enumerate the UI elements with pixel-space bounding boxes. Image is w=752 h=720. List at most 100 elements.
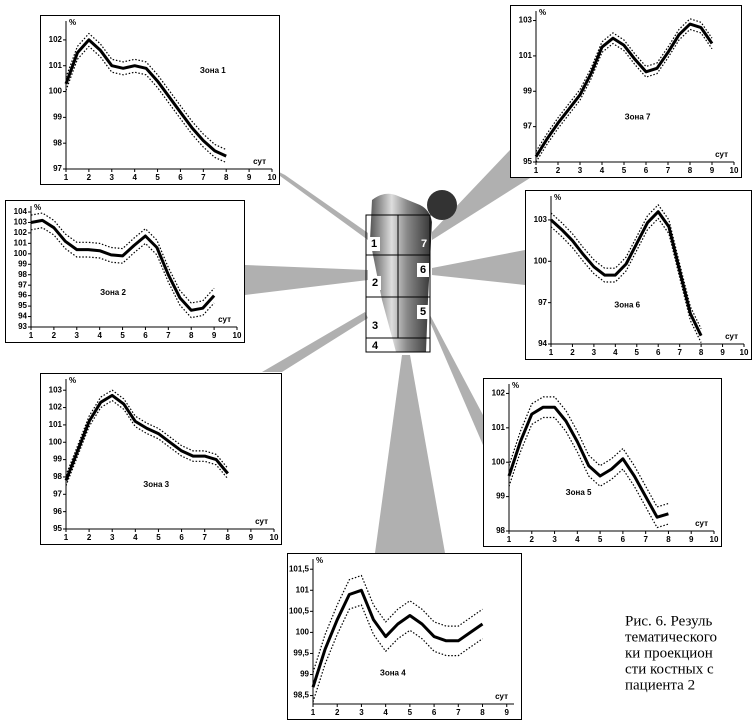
x-tick-label: 7: [202, 533, 207, 542]
x-tick-label: 10: [233, 331, 242, 340]
y-axis-label: %: [554, 193, 561, 202]
y-tick-label: 98: [496, 526, 505, 535]
x-tick-label: 5: [598, 535, 603, 544]
y-tick-label: 94: [538, 339, 547, 348]
y-tick-label: 102: [49, 403, 63, 412]
x-axis-label: сут: [725, 332, 738, 341]
chart-title: Зона 2: [100, 288, 126, 297]
x-tick-label: 9: [247, 173, 252, 182]
zone-label: 1: [371, 238, 377, 250]
x-tick-label: 3: [359, 708, 364, 717]
chart-frame: [41, 16, 280, 185]
x-tick-label: 1: [549, 348, 554, 357]
x-tick-label: 7: [201, 173, 206, 182]
caption-line: сти костных с: [625, 661, 714, 677]
x-axis-label: сут: [253, 157, 266, 166]
y-axis-label: %: [316, 556, 323, 565]
x-tick-label: 4: [97, 331, 102, 340]
x-tick-label: 1: [29, 331, 34, 340]
x-tick-label: 6: [179, 533, 184, 542]
y-tick-label: 100: [49, 437, 63, 446]
x-tick-label: 8: [480, 708, 485, 717]
y-tick-label: 96: [53, 507, 62, 516]
x-tick-label: 9: [212, 331, 217, 340]
chart: 959697989910010110210312345678910%сутЗон…: [41, 374, 282, 545]
y-tick-label: 100: [49, 87, 63, 96]
x-tick-label: 1: [311, 708, 316, 717]
y-tick-label: 94: [18, 312, 27, 321]
y-tick-label: 101: [49, 420, 63, 429]
x-tick-label: 8: [224, 173, 229, 182]
x-tick-label: 4: [383, 708, 388, 717]
connector: [430, 315, 483, 445]
x-tick-label: 2: [556, 166, 561, 175]
x-tick-label: 6: [143, 331, 148, 340]
chart: 98,59999,5100100,5101101,5123456789%сутЗ…: [288, 554, 522, 720]
x-tick-label: 10: [740, 348, 749, 357]
chart-frame: [511, 6, 742, 178]
chart-title: Зона 6: [614, 301, 640, 310]
y-tick-label: 95: [18, 301, 27, 310]
y-tick-label: 99,5: [293, 649, 309, 658]
y-tick-label: 95: [523, 157, 532, 166]
y-tick-label: 97: [538, 298, 547, 307]
x-tick-label: 6: [656, 348, 661, 357]
x-tick-label: 6: [432, 708, 437, 717]
y-tick-label: 101: [296, 585, 310, 594]
x-tick-label: 8: [688, 166, 693, 175]
chart-frame: [288, 554, 522, 720]
chart-frame: [41, 374, 282, 545]
x-axis-label: сут: [695, 519, 708, 528]
x-tick-label: 7: [166, 331, 171, 340]
x-tick-label: 10: [710, 535, 719, 544]
connector: [432, 250, 525, 285]
chart-title: Зона 4: [380, 668, 406, 677]
y-tick-label: 100,5: [289, 606, 310, 615]
x-tick-label: 9: [720, 348, 725, 357]
x-tick-label: 1: [64, 173, 69, 182]
x-tick-label: 1: [507, 535, 512, 544]
zone-label: 3: [372, 320, 378, 332]
y-axis-label: %: [512, 381, 519, 390]
chart: 9394959697989910010110210310412345678910…: [6, 201, 245, 343]
x-tick-label: 7: [677, 348, 682, 357]
caption-line: тематического: [625, 629, 717, 645]
zone-label: 6: [420, 264, 426, 276]
x-tick-label: 6: [621, 535, 626, 544]
x-tick-label: 5: [635, 348, 640, 357]
connector: [245, 265, 368, 295]
x-tick-label: 9: [710, 166, 715, 175]
x-tick-label: 4: [575, 535, 580, 544]
chart-title: Зона 1: [200, 66, 226, 75]
y-tick-label: 98,5: [293, 691, 309, 700]
y-tick-label: 99: [300, 670, 309, 679]
y-tick-label: 93: [18, 322, 27, 331]
x-tick-label: 5: [155, 173, 160, 182]
zone-label: 7: [421, 238, 427, 250]
y-axis-label: %: [34, 203, 41, 212]
y-tick-label: 103: [14, 218, 28, 227]
x-tick-label: 6: [178, 173, 183, 182]
x-axis-label: сут: [715, 150, 728, 159]
x-tick-label: 8: [699, 348, 704, 357]
y-axis-label: %: [539, 8, 546, 17]
x-tick-label: 3: [75, 331, 80, 340]
x-tick-label: 7: [643, 535, 648, 544]
y-tick-label: 97: [523, 122, 532, 131]
femur-head: [427, 190, 457, 220]
caption-line: пациента 2: [625, 677, 695, 693]
x-tick-label: 2: [87, 173, 92, 182]
y-tick-label: 102: [14, 228, 28, 237]
chart-title: Зона 5: [566, 488, 592, 497]
x-tick-label: 5: [156, 533, 161, 542]
y-tick-label: 100: [492, 457, 506, 466]
x-tick-label: 3: [592, 348, 597, 357]
x-tick-label: 5: [622, 166, 627, 175]
y-axis-label: %: [69, 376, 76, 385]
y-tick-label: 103: [534, 215, 548, 224]
y-tick-label: 99: [53, 112, 62, 121]
x-tick-label: 10: [730, 166, 739, 175]
connector: [375, 355, 445, 553]
x-tick-label: 8: [666, 535, 671, 544]
